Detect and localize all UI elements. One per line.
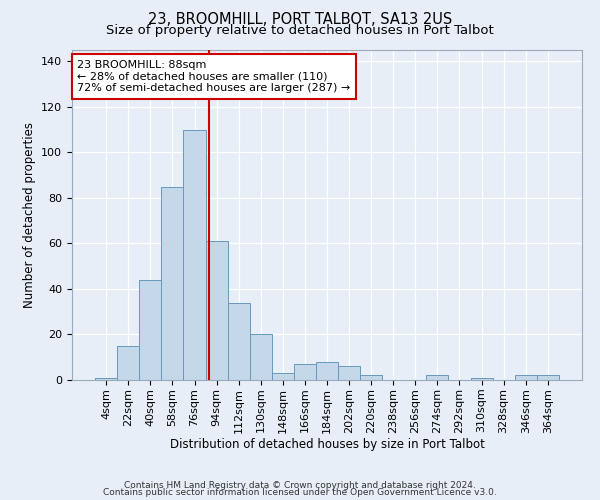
Bar — [184, 130, 206, 380]
Text: Contains public sector information licensed under the Open Government Licence v3: Contains public sector information licen… — [103, 488, 497, 497]
X-axis label: Distribution of detached houses by size in Port Talbot: Distribution of detached houses by size … — [170, 438, 484, 452]
Bar — [537, 376, 559, 380]
Bar — [117, 346, 139, 380]
Text: Size of property relative to detached houses in Port Talbot: Size of property relative to detached ho… — [106, 24, 494, 37]
Bar — [206, 241, 227, 380]
Bar — [515, 376, 537, 380]
Bar — [272, 373, 294, 380]
Bar — [360, 376, 382, 380]
Text: 23, BROOMHILL, PORT TALBOT, SA13 2US: 23, BROOMHILL, PORT TALBOT, SA13 2US — [148, 12, 452, 28]
Bar — [427, 376, 448, 380]
Bar — [139, 280, 161, 380]
Text: 23 BROOMHILL: 88sqm
← 28% of detached houses are smaller (110)
72% of semi-detac: 23 BROOMHILL: 88sqm ← 28% of detached ho… — [77, 60, 350, 93]
Bar — [227, 302, 250, 380]
Bar — [294, 364, 316, 380]
Text: Contains HM Land Registry data © Crown copyright and database right 2024.: Contains HM Land Registry data © Crown c… — [124, 480, 476, 490]
Bar — [470, 378, 493, 380]
Bar — [338, 366, 360, 380]
Bar — [250, 334, 272, 380]
Bar — [161, 186, 184, 380]
Bar — [95, 378, 117, 380]
Bar — [316, 362, 338, 380]
Y-axis label: Number of detached properties: Number of detached properties — [23, 122, 35, 308]
